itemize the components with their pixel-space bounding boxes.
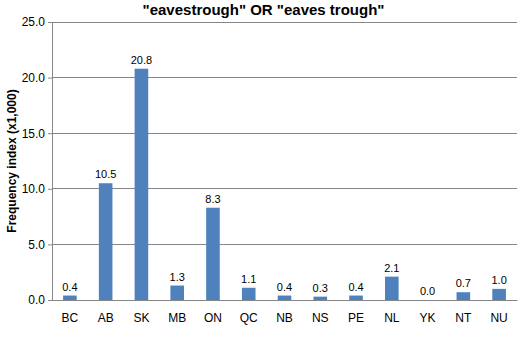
x-tick: ON (204, 300, 222, 325)
bar (457, 292, 471, 300)
x-tick: NB (276, 300, 293, 325)
data-labels: 0.4 10.5 20.8 1.3 8.3 1.1 0.4 0.3 0.4 2.1 0.0 0.7 1.… (62, 54, 507, 297)
x-tick-label: BC (62, 311, 79, 325)
y-tick: 25.0 (22, 15, 52, 29)
y-tick: 20.0 (22, 71, 52, 85)
grid-line (52, 244, 517, 245)
bar (492, 289, 506, 300)
x-tick: NT (455, 300, 472, 325)
x-tick: SK (133, 300, 149, 325)
x-tick: BC (62, 300, 79, 325)
bar (242, 288, 256, 300)
title: "eavestrough" OR "eaves trough" (143, 1, 385, 18)
x-axis-line (53, 300, 518, 301)
y-tick-label: 5.0 (28, 238, 45, 252)
bar (421, 300, 435, 301)
x-tick-label: ON (204, 311, 222, 325)
bar (313, 297, 327, 300)
x-tick-label: SK (133, 311, 149, 325)
grid-line (52, 77, 517, 78)
data-label: 2.1 (384, 262, 399, 274)
y-tick-mark (48, 78, 52, 79)
y-tick-mark (48, 189, 52, 190)
y-tick-mark (48, 300, 52, 301)
x-tick-label: NS (312, 311, 329, 325)
data-label: 8.3 (205, 193, 220, 205)
y-tick-mark (48, 133, 52, 134)
grid-line (52, 22, 517, 23)
y-tick-label: 20.0 (22, 71, 46, 85)
y-axis-title: Frequency index (x1,000) (5, 89, 19, 232)
y-axis: 0.0 5.0 10.0 15.0 20.0 25.0 (22, 15, 53, 307)
x-tick: YK (420, 300, 436, 325)
x-tick: MB (168, 300, 186, 325)
x-tick-label: MB (168, 311, 186, 325)
data-label: 20.8 (131, 54, 152, 66)
bar (170, 286, 184, 300)
bar (135, 69, 149, 300)
y-tick: 15.0 (22, 127, 52, 141)
x-tick: NU (490, 300, 507, 325)
bar (206, 208, 220, 300)
y-tick-label: 10.0 (22, 182, 46, 196)
x-tick-label: NT (455, 311, 472, 325)
x-tick: NS (312, 300, 329, 325)
x-tick-label: PE (348, 311, 364, 325)
x-tick-label: AB (98, 311, 114, 325)
bar (63, 296, 77, 300)
grid-line (52, 133, 517, 134)
data-label: 1.3 (170, 271, 185, 283)
x-tick-label: YK (420, 311, 436, 325)
data-label: 0.4 (62, 281, 77, 293)
x-tick-label: NU (490, 311, 507, 325)
y-tick: 5.0 (28, 238, 52, 252)
bar (278, 296, 292, 300)
y-tick-label: 25.0 (22, 15, 46, 29)
y-tick-mark (48, 22, 52, 23)
y-tick: 0.0 (28, 293, 52, 307)
x-tick-label: NL (384, 311, 400, 325)
data-label: 0.0 (420, 285, 435, 297)
y-tick-label: 15.0 (22, 127, 46, 141)
bars (63, 69, 506, 300)
x-tick: NL (384, 300, 400, 325)
x-tick-label: QC (240, 311, 258, 325)
grid-line (52, 188, 517, 189)
x-tick: AB (98, 300, 114, 325)
plot-area: 0.0 5.0 10.0 15.0 20.0 25.0 BC AB SK MB ON QC NB NS PE… (22, 15, 518, 324)
bar (99, 183, 113, 300)
x-tick: QC (240, 300, 258, 325)
data-label: 0.7 (456, 277, 471, 289)
x-tick: PE (348, 300, 364, 325)
y-tick: 10.0 (22, 182, 52, 196)
x-tick-label: NB (276, 311, 293, 325)
chart: 0.0 5.0 10.0 15.0 20.0 25.0 BC AB SK MB ON QC NB NS PE… (0, 0, 527, 340)
data-label: 1.0 (491, 274, 506, 286)
bar (349, 296, 363, 300)
grid (52, 22, 517, 300)
x-axis: BC AB SK MB ON QC NB NS PE NL YK NT NU (53, 300, 518, 325)
y-tick-label: 0.0 (28, 293, 45, 307)
y-axis-line (52, 23, 53, 301)
data-label: 0.4 (348, 281, 363, 293)
y-tick-mark (48, 244, 52, 245)
data-label: 10.5 (95, 168, 116, 180)
data-label: 0.3 (313, 282, 328, 294)
data-label: 0.4 (277, 281, 292, 293)
data-label: 1.1 (241, 273, 256, 285)
bar (385, 277, 399, 300)
